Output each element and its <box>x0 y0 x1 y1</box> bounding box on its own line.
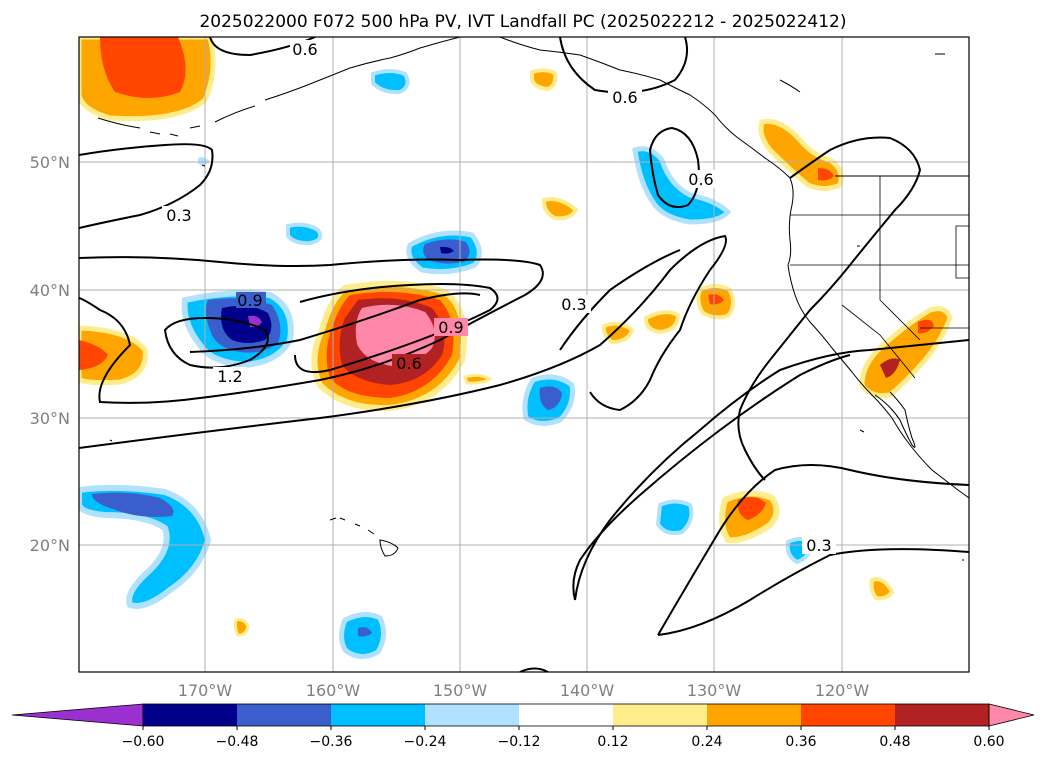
lon-labels: 170°W 160°W 150°W 140°W 130°W 120°W <box>178 681 870 700</box>
colorbar-segment <box>801 704 896 726</box>
contour-0.3-long-south <box>79 234 727 449</box>
shade-pos-130-red <box>708 294 724 305</box>
colorbar-tick-label: 0.48 <box>879 734 910 750</box>
lat-label-50n: 50°N <box>30 153 70 172</box>
lat-labels: 50°N 40°N 30°N 20°N <box>30 153 70 555</box>
contour-label-7: 0.6 <box>396 354 421 373</box>
contour-label-4: 0.6 <box>688 170 713 189</box>
colorbar-segment <box>613 704 708 726</box>
colorbar-tick-label: −0.12 <box>498 734 541 750</box>
lon-label-130w: 130°W <box>687 681 742 700</box>
small-islands <box>109 53 964 561</box>
contour-label-9: 0.3 <box>806 536 831 555</box>
colorbar-outline <box>142 703 990 727</box>
shade-pnw-red <box>818 168 834 181</box>
shade-nw-red <box>100 37 186 98</box>
lon-label-170w: 170°W <box>178 681 233 700</box>
colorbar-segment <box>143 704 238 726</box>
lat-label-20n: 20°N <box>30 536 70 555</box>
shade-bc-neg <box>632 146 732 225</box>
shade-neg-143-blue <box>539 386 562 410</box>
colorbar-tick-label: 0.36 <box>785 734 816 750</box>
contour-0.3-south-lower <box>657 548 969 636</box>
contour-0.6-south-tongue <box>572 354 851 601</box>
shade-small-pos-5 <box>463 373 493 385</box>
colorbar-tick-label: 0.60 <box>973 734 1004 750</box>
shade-pos-128-red <box>737 497 766 520</box>
colorbar-tick-label: −0.36 <box>310 734 353 750</box>
lon-label-150w: 150°W <box>433 681 488 700</box>
shade-small-pos-2 <box>541 197 579 221</box>
colorbar-tick-label: −0.48 <box>216 734 259 750</box>
contour-0.3-south-bottom <box>657 464 969 636</box>
shade-neg-133 <box>655 499 694 535</box>
contour-0.3-east-big <box>574 339 969 601</box>
shade-alaska-neg <box>371 69 410 95</box>
colorbar-segment <box>331 704 426 726</box>
contour-label-5: 0.9 <box>438 318 463 337</box>
colorbar-tick-label: −0.24 <box>404 734 447 750</box>
colorbar-arrow-left <box>11 703 144 727</box>
shade-small-neg-1 <box>286 222 323 246</box>
contour-0.3-main <box>79 256 544 404</box>
shade-small-neg-3 <box>198 157 210 165</box>
contour-0.6-central <box>189 292 481 353</box>
contour-labels: 0.6 0.3 0.6 0.6 0.9 1.2 0.6 0.3 0.3 0.9 <box>162 40 836 555</box>
shade-small-pos-4 <box>643 310 681 335</box>
colorbar-segment <box>895 704 990 726</box>
lon-label-160w: 160°W <box>306 681 361 700</box>
shade-hawaii-neg-blue <box>358 627 372 637</box>
map-border <box>78 36 970 673</box>
contour-label-1: 0.6 <box>292 40 317 59</box>
shade-socal-red <box>918 319 934 334</box>
shade-cw-navy <box>221 305 272 343</box>
contour-0.3-west <box>79 143 214 229</box>
hawaii-islands <box>329 517 399 557</box>
colorbar-segment <box>425 704 520 726</box>
coastlines <box>97 37 969 561</box>
shade-small-pos-6 <box>869 577 895 601</box>
colorbar-segment <box>707 704 802 726</box>
nam-west-coast <box>787 177 969 499</box>
shade-sw-neg <box>79 484 212 609</box>
colorbar: −0.60 −0.48 −0.36 −0.24 −0.12 0.12 0.24 0.36 0.4… <box>11 703 1035 750</box>
baja-peninsula <box>874 391 916 448</box>
colorbar-tick-label: 0.24 <box>691 734 722 750</box>
shade-small-pos-7 <box>233 618 250 637</box>
colorbar-tick-label: −0.60 <box>122 734 165 750</box>
aleutian-chain <box>97 37 461 137</box>
shade-socal-darkred <box>880 358 900 378</box>
lat-label-40n: 40°N <box>30 281 70 300</box>
colorbar-tick-label: 0.12 <box>597 734 628 750</box>
shade-sw-neg-blue <box>92 492 174 517</box>
lon-label-120w: 120°W <box>815 681 870 700</box>
shade-n150-navy <box>440 246 454 254</box>
contour-0.9-central <box>294 283 499 374</box>
contour-label-8: 0.3 <box>561 295 586 314</box>
alaska-coast <box>499 37 791 179</box>
contour-label-3: 0.6 <box>612 88 637 107</box>
contour-label-6: 1.2 <box>217 367 242 386</box>
contour-label-2: 0.3 <box>166 206 191 225</box>
contour-bottom-stub <box>519 667 549 672</box>
colorbar-segment <box>237 704 332 726</box>
colorbar-segment <box>519 704 614 726</box>
contour-0.6-east <box>737 136 922 481</box>
shade-west-red <box>79 340 108 370</box>
shade-small-pos-3 <box>601 321 635 345</box>
pv-shading <box>79 37 953 659</box>
lon-label-140w: 140°W <box>560 681 615 700</box>
colorbar-arrow-right <box>988 703 1035 727</box>
shade-small-pos-1 <box>530 68 558 92</box>
map-title: 2025022000 F072 500 hPa PV, IVT Landfall… <box>199 12 846 32</box>
contour-label-10: 0.9 <box>237 291 262 310</box>
contour-0.3-east-loop <box>559 249 681 351</box>
lat-label-30n: 30°N <box>30 409 70 428</box>
